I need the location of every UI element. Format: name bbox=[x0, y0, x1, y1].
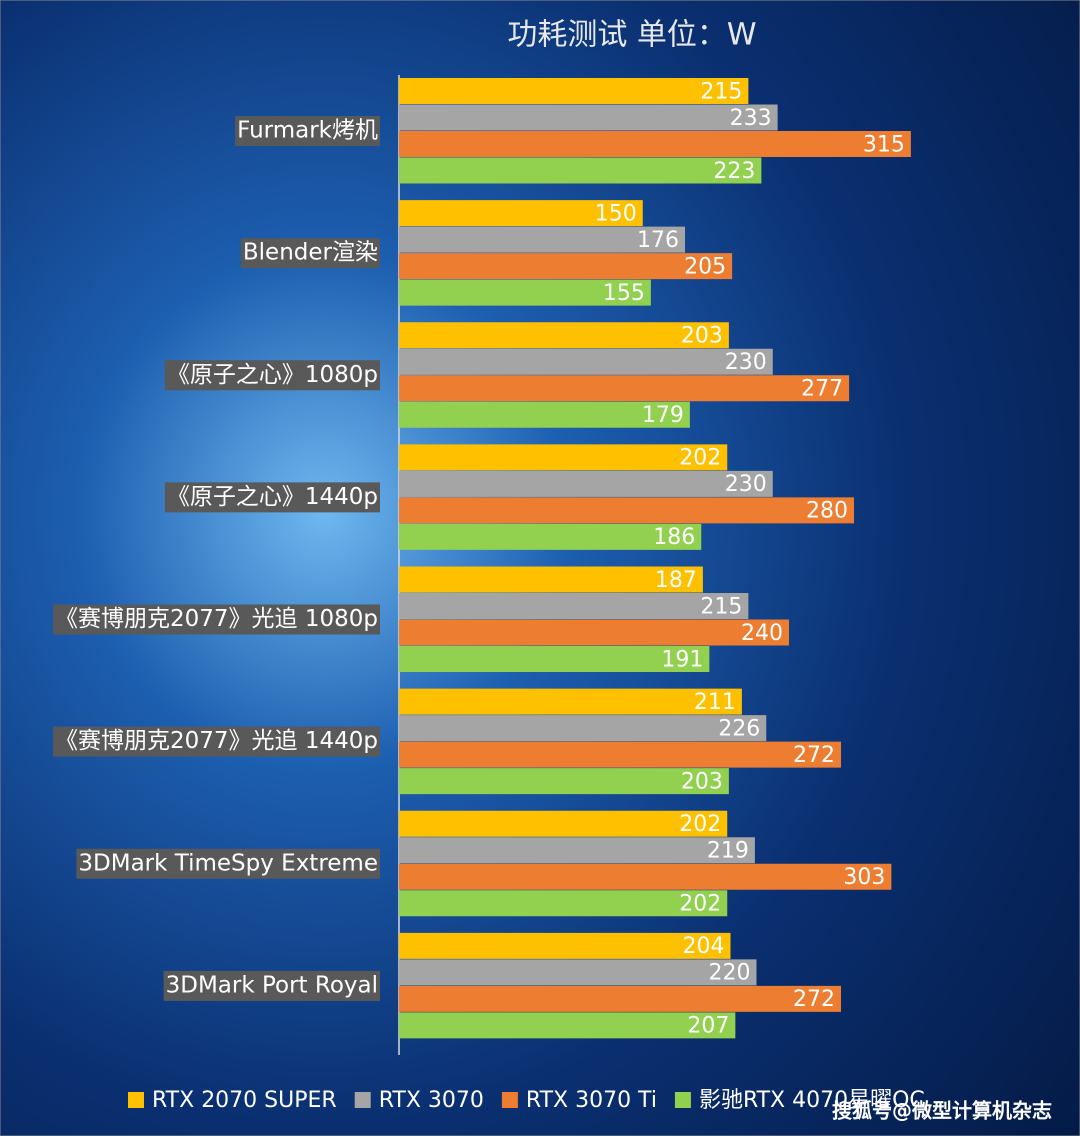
bar bbox=[399, 985, 841, 1012]
value-label: 280 bbox=[806, 499, 848, 524]
value-label: 240 bbox=[741, 621, 783, 646]
value-label: 230 bbox=[725, 472, 767, 497]
bar bbox=[399, 131, 911, 157]
label-background bbox=[164, 360, 380, 391]
label-background bbox=[235, 116, 380, 146]
value-label: 202 bbox=[679, 812, 721, 837]
value-label: 203 bbox=[681, 324, 723, 349]
bar bbox=[399, 932, 731, 959]
bar bbox=[399, 619, 789, 646]
bar bbox=[399, 78, 749, 104]
value-label: 230 bbox=[725, 350, 767, 375]
bar bbox=[399, 837, 755, 864]
bar bbox=[399, 348, 773, 375]
value-label: 277 bbox=[801, 377, 843, 402]
bar bbox=[399, 375, 850, 402]
y-tick-label: Blender渲染 bbox=[243, 240, 378, 266]
value-label: 223 bbox=[713, 159, 755, 184]
bar bbox=[399, 226, 685, 253]
bar bbox=[399, 741, 841, 768]
legend-swatch bbox=[674, 1092, 691, 1108]
value-label: 155 bbox=[603, 281, 645, 306]
bar bbox=[399, 470, 773, 497]
label-background bbox=[53, 604, 380, 635]
value-label: 226 bbox=[718, 716, 760, 741]
bar bbox=[399, 200, 643, 227]
bar bbox=[399, 810, 728, 837]
legend: RTX 2070 SUPER RTX 3070 RTX 3070 Ti 影驰RTX 4… bbox=[128, 1088, 925, 1113]
y-tick-label: 《原子之心》1440p bbox=[167, 484, 378, 510]
bar bbox=[399, 646, 710, 672]
value-label: 203 bbox=[681, 769, 723, 794]
value-label: 187 bbox=[655, 568, 697, 593]
legend-swatch bbox=[501, 1092, 518, 1108]
value-label: 215 bbox=[700, 79, 742, 104]
value-label: 176 bbox=[637, 228, 679, 253]
label-background bbox=[163, 970, 380, 1001]
legend-label: RTX 3070 Ti bbox=[526, 1088, 657, 1113]
bar bbox=[399, 157, 762, 184]
bar bbox=[399, 688, 742, 715]
value-label: 219 bbox=[707, 839, 749, 864]
legend-label: 影驰RTX 4070星曜OC bbox=[699, 1088, 925, 1113]
value-label: 272 bbox=[793, 743, 835, 768]
bar bbox=[399, 497, 854, 524]
bar bbox=[399, 104, 778, 131]
bar bbox=[399, 401, 690, 428]
value-label: 202 bbox=[679, 892, 721, 917]
label-background bbox=[76, 848, 380, 879]
y-tick-label: 《赛博朋克2077》光追 1080p bbox=[55, 606, 378, 632]
value-label: 205 bbox=[684, 254, 726, 279]
watermark: 搜狐号@微型计算机杂志 bbox=[832, 1099, 1052, 1123]
value-label: 272 bbox=[793, 987, 835, 1012]
value-label: 233 bbox=[730, 106, 772, 131]
y-tick-label: Furmark烤机 bbox=[237, 118, 378, 144]
value-label: 186 bbox=[653, 525, 695, 550]
value-label: 220 bbox=[709, 961, 751, 986]
value-label: 211 bbox=[694, 690, 736, 715]
legend-swatch bbox=[128, 1092, 144, 1108]
value-label: 207 bbox=[687, 1014, 729, 1039]
value-label: 315 bbox=[863, 132, 905, 157]
bar bbox=[399, 566, 703, 593]
y-tick-label: 《原子之心》1080p bbox=[167, 362, 378, 388]
bar bbox=[399, 322, 729, 349]
value-label: 202 bbox=[679, 446, 721, 471]
legend-label: RTX 2070 SUPER bbox=[152, 1088, 337, 1113]
bar bbox=[399, 444, 728, 471]
bar bbox=[399, 279, 651, 306]
y-tick-label: 《赛博朋克2077》光追 1440p bbox=[55, 728, 378, 754]
value-label: 191 bbox=[661, 647, 703, 672]
bar bbox=[399, 863, 892, 890]
chart-title: 功耗测试 单位：W bbox=[507, 18, 756, 53]
y-tick-label: 3DMark TimeSpy Extreme bbox=[78, 850, 378, 876]
bar bbox=[399, 1012, 736, 1039]
legend-swatch bbox=[354, 1092, 371, 1108]
bar bbox=[399, 715, 767, 742]
value-label: 179 bbox=[642, 403, 684, 428]
value-label: 303 bbox=[843, 865, 885, 890]
bar bbox=[399, 890, 728, 917]
bar bbox=[399, 523, 702, 550]
bar bbox=[399, 768, 729, 795]
bar bbox=[399, 253, 733, 280]
label-background bbox=[164, 482, 380, 513]
label-background bbox=[53, 726, 380, 757]
label-background bbox=[240, 238, 380, 269]
value-label: 215 bbox=[700, 594, 742, 619]
legend-label: RTX 3070 bbox=[379, 1088, 484, 1113]
value-label: 150 bbox=[595, 201, 637, 226]
bar bbox=[399, 959, 757, 986]
value-label: 204 bbox=[683, 934, 725, 959]
bar bbox=[399, 593, 749, 619]
y-tick-label: 3DMark Port Royal bbox=[166, 972, 378, 998]
